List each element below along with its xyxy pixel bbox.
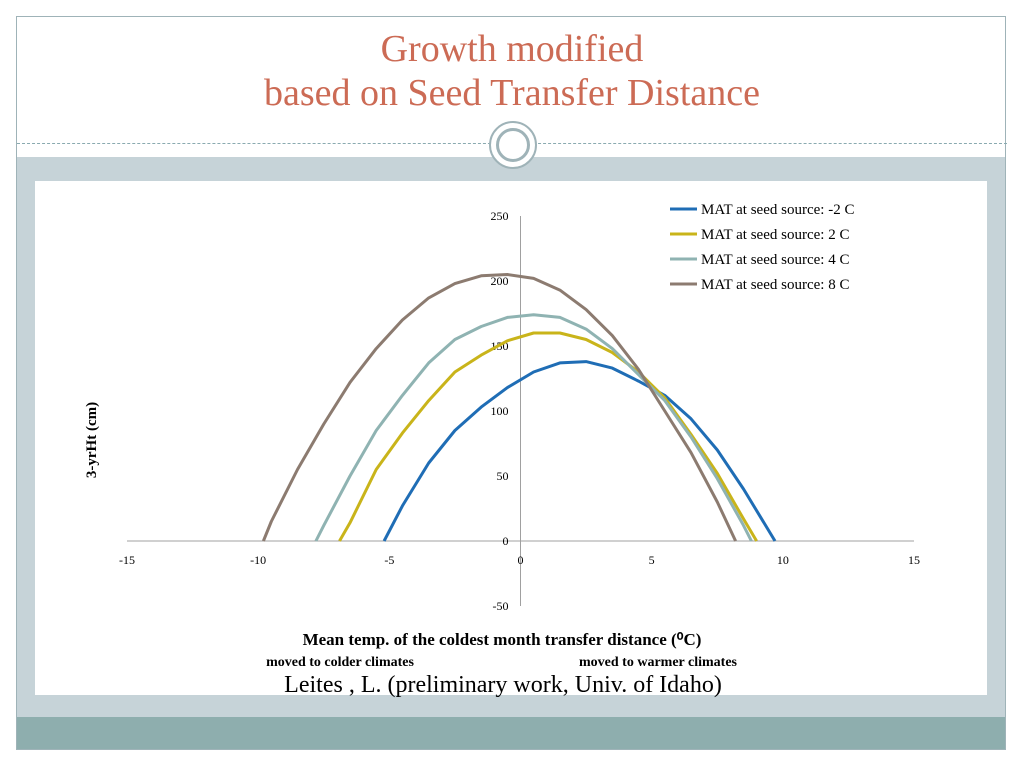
title-line-1: Growth modified <box>380 28 644 70</box>
x-axis-label: Mean temp. of the coldest month transfer… <box>303 630 702 649</box>
legend-label-4: MAT at seed source: 8 C <box>701 277 849 293</box>
y-tick-label: 50 <box>497 469 509 483</box>
x-tick-label: 10 <box>777 553 789 567</box>
y-tick-label: 250 <box>491 209 509 223</box>
y-tick-label: 0 <box>503 534 509 548</box>
x-sublabel-warmer: moved to warmer climates <box>579 655 738 670</box>
series-line-3 <box>314 313 753 542</box>
chart-panel <box>35 181 987 695</box>
x-tick-label: 15 <box>908 553 920 567</box>
series-line-1 <box>382 360 777 542</box>
citation-text: Leites , L. (preliminary work, Univ. of … <box>284 672 722 698</box>
series-line-2 <box>338 331 758 542</box>
x-tick-label: -5 <box>384 553 394 567</box>
slide-title: Growth modified based on Seed Transfer D… <box>17 17 1007 139</box>
x-tick-label: 0 <box>518 553 524 567</box>
footer-band <box>17 717 1005 749</box>
legend-label-1: MAT at seed source: -2 C <box>701 202 854 218</box>
x-tick-labels: -15 -10 -5 0 5 10 15 <box>119 553 920 567</box>
y-axis-label: 3-yrHt (cm) <box>84 402 100 478</box>
series-lines <box>262 273 777 542</box>
circle-ornament-icon <box>489 121 537 169</box>
x-tick-label: 5 <box>649 553 655 567</box>
legend-label-2: MAT at seed source: 2 C <box>701 227 849 243</box>
x-tick-label: -10 <box>250 553 266 567</box>
legend: MAT at seed source: -2 C MAT at seed sour… <box>670 202 854 293</box>
series-line-4 <box>262 273 737 542</box>
title-line-2: based on Seed Transfer Distance <box>263 72 760 114</box>
legend-label-3: MAT at seed source: 4 C <box>701 252 849 268</box>
y-tick-label: -50 <box>493 599 509 613</box>
y-tick-label: 200 <box>491 274 509 288</box>
x-sublabel-colder: moved to colder climates <box>266 655 414 670</box>
y-tick-label: 100 <box>491 404 509 418</box>
x-tick-label: -15 <box>119 553 135 567</box>
slide-frame: Growth modified based on Seed Transfer D… <box>16 16 1007 750</box>
